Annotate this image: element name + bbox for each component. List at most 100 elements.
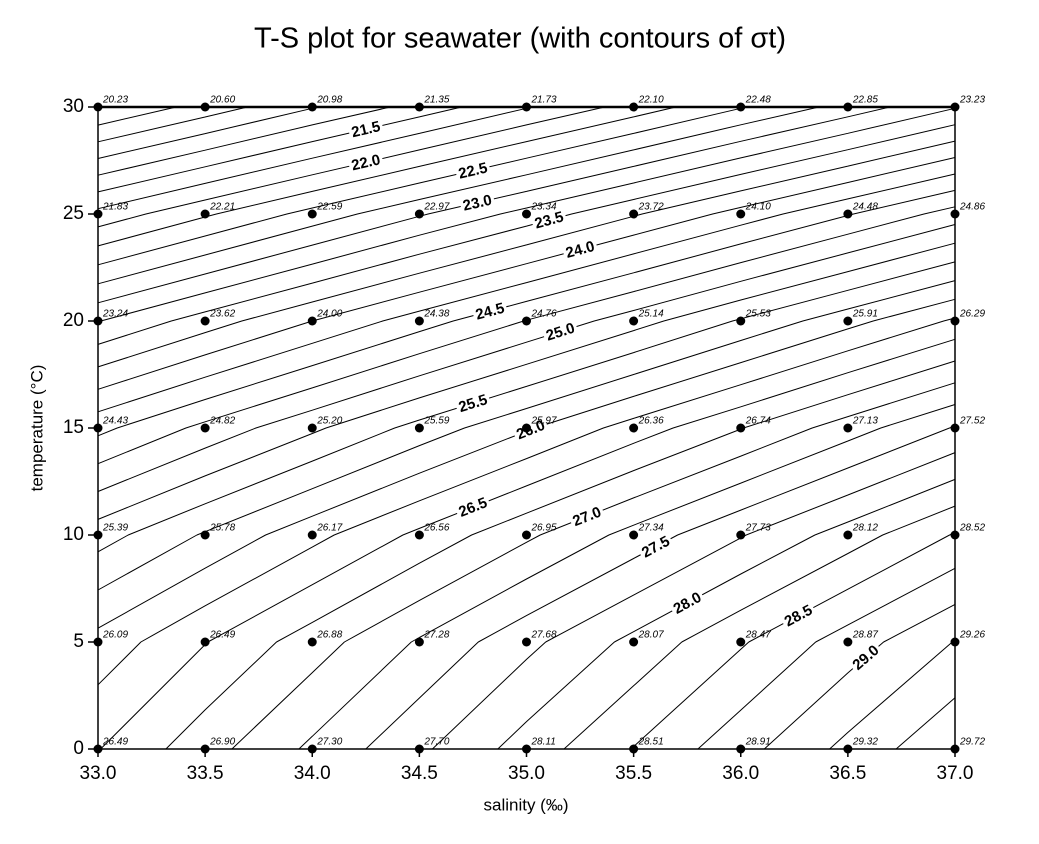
contour-label-bg xyxy=(779,599,818,632)
point-label: 27.52 xyxy=(959,416,985,427)
point-label: 29.26 xyxy=(959,630,985,641)
data-point xyxy=(736,316,746,326)
data-point xyxy=(629,102,639,112)
data-point xyxy=(950,102,960,112)
contour-line xyxy=(497,478,956,750)
contour-label: 29.0 xyxy=(846,639,885,676)
point-label: 25.59 xyxy=(423,416,449,427)
data-point xyxy=(522,744,531,754)
data-point xyxy=(93,530,103,540)
contour-label-text: 23.0 xyxy=(461,192,493,215)
data-point xyxy=(950,316,960,326)
point-label: 28.12 xyxy=(852,523,878,534)
data-point xyxy=(736,744,746,754)
contour-label-bg xyxy=(846,639,885,676)
contour-line xyxy=(365,425,956,750)
point-label: 28.07 xyxy=(638,630,664,641)
contour-label-bg xyxy=(567,501,607,532)
data-point xyxy=(736,637,746,647)
data-point xyxy=(950,530,960,540)
point-label: 24.43 xyxy=(102,416,128,427)
contour-label-text: 22.5 xyxy=(457,159,489,182)
point-label: 28.52 xyxy=(959,523,985,534)
contour-label: 24.0 xyxy=(561,236,599,263)
contour-label: 21.5 xyxy=(347,116,385,142)
data-point xyxy=(843,637,853,647)
contour-label: 26.5 xyxy=(453,492,493,522)
contour-label-text: 21.5 xyxy=(350,118,382,141)
point-label: 24.82 xyxy=(209,416,235,427)
data-point xyxy=(200,530,210,540)
point-label: 28.87 xyxy=(852,630,878,641)
contour-label: 24.5 xyxy=(471,298,509,325)
contour-label-text: 25.5 xyxy=(457,391,490,416)
contour-line xyxy=(97,317,956,686)
point-label: 21.73 xyxy=(531,95,557,106)
data-point xyxy=(522,530,531,540)
point-label: 26.88 xyxy=(316,630,342,641)
point-label: 24.76 xyxy=(531,309,557,320)
data-point xyxy=(200,209,210,219)
data-point xyxy=(93,637,103,647)
data-point xyxy=(200,744,210,754)
data-point xyxy=(414,637,424,647)
data-point xyxy=(950,744,960,754)
data-point xyxy=(307,316,317,326)
data-point xyxy=(307,637,317,647)
data-point xyxy=(414,102,424,112)
y-tick-label: 25 xyxy=(63,203,84,224)
x-tick-label: 35.0 xyxy=(508,763,545,784)
contour-line xyxy=(97,106,248,143)
point-label: 24.48 xyxy=(852,202,878,213)
contour-labels: 21.522.0 22.523.023.524.024.525.025.526.0… xyxy=(347,116,885,676)
x-tick-label: 35.5 xyxy=(615,763,652,784)
point-label: 22.85 xyxy=(852,95,878,106)
point-label: 28.47 xyxy=(745,630,771,641)
point-label: 27.34 xyxy=(638,523,664,534)
contour-line xyxy=(97,106,391,176)
point-label: 24.10 xyxy=(745,202,771,213)
data-point xyxy=(522,316,531,326)
data-point xyxy=(200,102,210,112)
y-axis-label: temperature (°C) xyxy=(27,365,46,492)
point-label: 27.73 xyxy=(745,523,771,534)
data-point xyxy=(629,209,639,219)
point-label: 20.98 xyxy=(316,95,342,106)
point-label: 28.11 xyxy=(531,737,556,748)
contour-label: 28.0 xyxy=(667,586,707,619)
point-label: 25.39 xyxy=(102,523,128,534)
data-point xyxy=(629,316,639,326)
contour-line xyxy=(97,206,956,465)
data-point xyxy=(843,209,853,219)
contour-label-bg xyxy=(454,158,492,184)
point-label: 29.72 xyxy=(959,737,985,748)
contour-line xyxy=(231,382,956,750)
data-point xyxy=(414,209,424,219)
data-point xyxy=(736,209,746,219)
contour-line xyxy=(97,298,956,629)
x-tick-label: 33.5 xyxy=(187,763,224,784)
data-point xyxy=(200,423,210,433)
contour-label: 22.5 xyxy=(454,158,492,184)
point-label: 23.24 xyxy=(102,309,128,320)
point-label: 26.09 xyxy=(102,630,128,641)
contour-label-text: 22.0 xyxy=(350,151,382,174)
point-label: 20.23 xyxy=(102,95,128,106)
contour-label: 28.5 xyxy=(779,599,818,632)
contour-line xyxy=(298,404,956,750)
contour-label-text: 23.5 xyxy=(533,208,566,232)
contour-label-bg xyxy=(541,317,580,346)
point-label: 28.51 xyxy=(638,737,664,748)
point-label: 25.91 xyxy=(852,309,878,320)
data-point xyxy=(736,102,746,112)
data-point xyxy=(307,530,317,540)
data-point xyxy=(843,423,853,433)
point-label: 27.13 xyxy=(852,416,878,427)
data-point xyxy=(736,530,746,540)
data-point xyxy=(843,744,853,754)
contour-label-text: 24.5 xyxy=(474,300,507,324)
contour-line xyxy=(829,640,956,750)
point-label: 26.17 xyxy=(316,523,342,534)
point-label: 27.70 xyxy=(423,737,449,748)
